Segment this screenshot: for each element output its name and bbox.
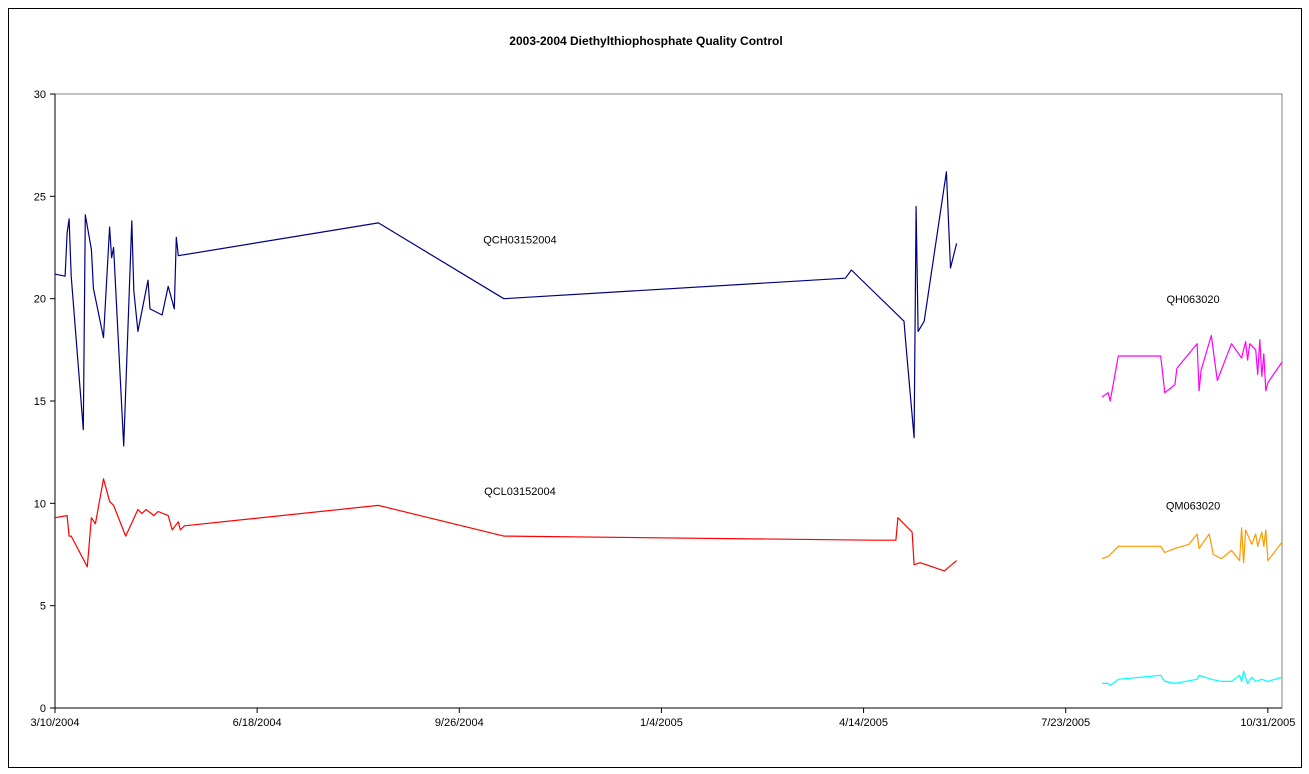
series-line-4	[1101, 527, 1283, 564]
y-tick-label: 10	[34, 498, 46, 510]
y-tick-label: 15	[34, 396, 46, 408]
chart-area: 2003-2004 Diethylthiophosphate Quality C…	[8, 8, 1302, 768]
x-tick-label: 7/23/2005	[1041, 717, 1090, 729]
x-axis-ticks: 3/10/2004 6/18/2004 9/26/2004 1/4/2005 4/14/…	[31, 708, 1295, 729]
x-tick-label: 10/31/2005	[1240, 717, 1295, 729]
series-line-2	[54, 478, 957, 572]
plot-area	[54, 93, 1283, 709]
series-group	[54, 171, 1283, 687]
x-tick-label: 6/18/2004	[233, 717, 282, 729]
series-line-1	[54, 171, 958, 447]
series-line-3	[1101, 334, 1283, 402]
y-tick-label: 25	[34, 191, 46, 203]
chart-title: 2003-2004 Diethylthiophosphate Quality C…	[509, 34, 782, 48]
y-tick-label: 0	[40, 703, 46, 715]
line-chart: 2003-2004 Diethylthiophosphate Quality C…	[31, 34, 1296, 729]
series-annotation: QCL03152004	[484, 486, 556, 498]
series-annotation: QM063020	[1166, 500, 1220, 512]
series-line-5	[1102, 670, 1283, 687]
y-tick-label: 20	[34, 294, 46, 306]
y-tick-label: 30	[34, 89, 46, 101]
y-axis-ticks: 0 5 10 15 20 25 30	[34, 89, 55, 715]
x-tick-label: 9/26/2004	[435, 717, 484, 729]
annotations: QCH03152004 QCL03152004 QH063020 QM063020	[483, 234, 1220, 512]
x-tick-label: 3/10/2004	[31, 717, 80, 729]
series-annotation: QCH03152004	[483, 234, 556, 246]
y-tick-label: 5	[40, 601, 46, 613]
series-annotation: QH063020	[1166, 294, 1219, 306]
x-tick-label: 1/4/2005	[640, 717, 683, 729]
x-tick-label: 4/14/2005	[839, 717, 888, 729]
